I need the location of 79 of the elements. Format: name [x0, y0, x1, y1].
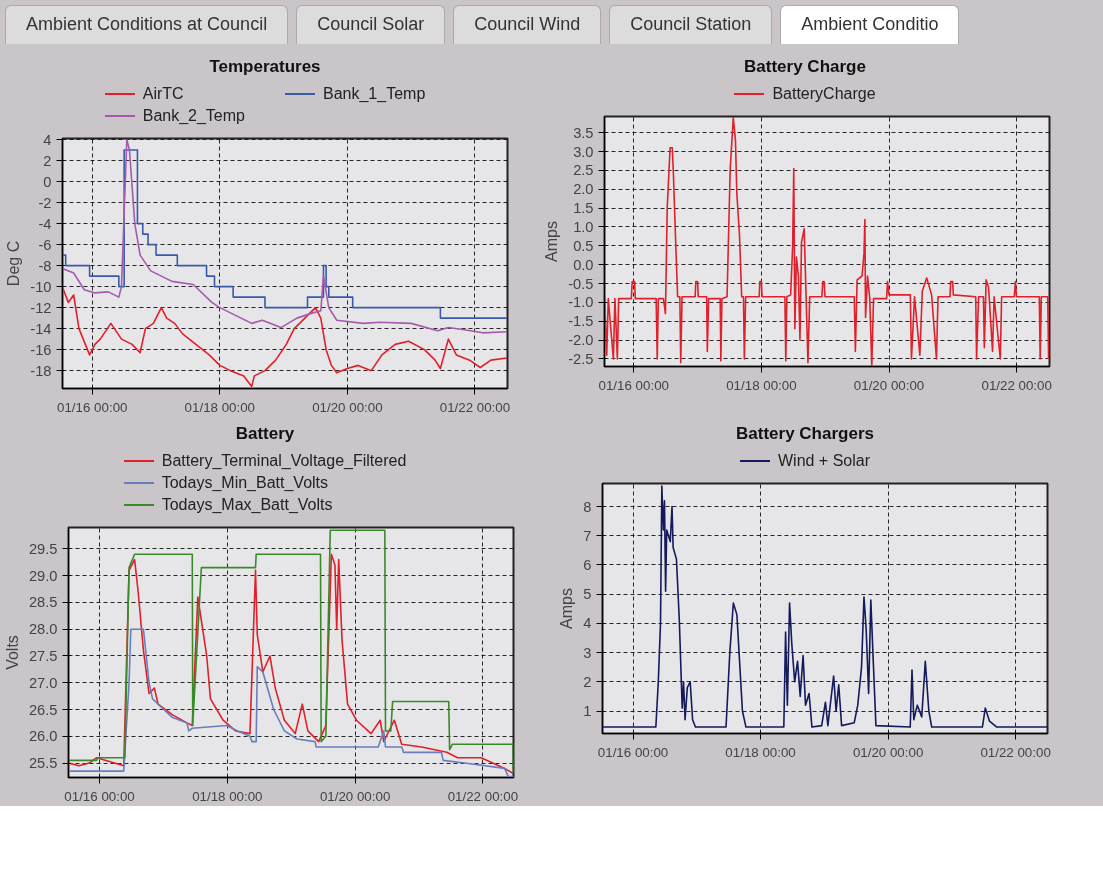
legend-label: Bank_1_Temp: [322, 84, 426, 105]
y-tick-label: -14: [30, 320, 52, 337]
y-tick-label: -16: [30, 341, 52, 358]
y-tick-label: -4: [38, 215, 52, 232]
chart-title: Battery Charge: [743, 56, 867, 78]
y-tick-label: 25.5: [28, 755, 58, 772]
x-tick-label: 01/20 00:00: [852, 744, 924, 760]
x-tick-label: 01/16 00:00: [598, 377, 669, 393]
text: Council Solar: [296, 5, 446, 44]
y-tick-label: 27.0: [28, 674, 58, 691]
y-tick-label: -1.5: [568, 313, 594, 330]
y-axis-title: Volts: [3, 635, 21, 670]
y-tick-label: 29.0: [28, 567, 58, 584]
x-tick-label: 01/20 00:00: [312, 399, 383, 415]
x-tick-label: 01/20 00:00: [319, 788, 391, 804]
y-tick-label: 26.5: [28, 701, 58, 718]
y-tick-label: 3.0: [573, 143, 594, 160]
y-tick-label: -8: [38, 257, 52, 274]
text: Ambient Conditions at Council: [5, 5, 289, 44]
y-tick-label: 28.0: [28, 621, 58, 638]
y-tick-label: 4: [43, 131, 52, 148]
y-tick-label: -0.5: [568, 275, 594, 292]
text: Council Wind: [453, 5, 602, 44]
x-tick-label: 01/18 00:00: [192, 788, 263, 804]
y-tick-label: 2: [583, 673, 592, 690]
y-axis-title: Deg C: [5, 240, 23, 287]
chart-title: Battery: [234, 423, 296, 445]
chart-title: Temperatures: [208, 56, 322, 78]
x-tick-label: 01/20 00:00: [853, 377, 925, 393]
x-tick-label: 01/22 00:00: [981, 377, 1052, 393]
y-tick-label: 1: [583, 703, 592, 720]
y-tick-label: -2.0: [568, 332, 594, 349]
y-axis-title: Amps: [543, 221, 561, 262]
y-tick-label: -18: [30, 362, 52, 379]
legend-label: AirTC: [141, 84, 185, 105]
x-tick-label: 01/18 00:00: [725, 744, 796, 760]
y-tick-label: 2: [43, 152, 52, 169]
y-tick-label: 27.5: [28, 647, 58, 664]
x-tick-label: 01/16 00:00: [57, 399, 128, 415]
y-tick-label: -1.0: [568, 294, 594, 311]
y-tick-label: 26.0: [28, 728, 58, 745]
legend-label: Todays_Min_Batt_Volts: [160, 473, 330, 494]
y-tick-label: 0: [43, 173, 52, 190]
y-tick-label: 5: [583, 586, 592, 603]
y-tick-label: 2.5: [573, 162, 594, 179]
legend-label: Wind + Solar: [776, 451, 871, 472]
x-tick-label: 01/22 00:00: [439, 399, 511, 415]
y-tick-label: 7: [583, 527, 592, 544]
chart-title: Battery Chargers: [735, 423, 875, 445]
y-tick-label: -2.5: [568, 350, 594, 367]
text: Ambient Conditio: [780, 5, 960, 44]
y-tick-label: 0.5: [573, 237, 594, 254]
x-tick-label: 01/22 00:00: [980, 744, 1051, 760]
legend-label: Bank_2_Temp: [141, 106, 245, 127]
y-tick-label: -6: [38, 236, 52, 253]
x-tick-label: 01/18 00:00: [184, 399, 256, 415]
y-tick-label: 6: [583, 556, 592, 573]
x-tick-label: 01/16 00:00: [597, 744, 669, 760]
legend-label: BatteryCharge: [771, 84, 876, 105]
y-tick-label: 8: [583, 498, 592, 515]
y-axis-title: Amps: [558, 588, 576, 629]
y-tick-label: 3: [583, 644, 592, 661]
x-tick-label: 01/18 00:00: [726, 377, 797, 393]
y-tick-label: 2.0: [573, 181, 594, 198]
y-tick-label: 3.5: [573, 124, 594, 141]
x-tick-label: 01/22 00:00: [447, 788, 519, 804]
y-tick-label: 0.0: [573, 256, 594, 273]
legend-label: Todays_Max_Batt_Volts: [160, 495, 334, 516]
y-tick-label: -12: [30, 299, 52, 316]
y-tick-label: 28.5: [28, 594, 58, 611]
text: Council Station: [609, 5, 773, 44]
y-tick-label: 29.5: [28, 540, 58, 557]
x-tick-label: 01/16 00:00: [64, 788, 135, 804]
legend-label: Battery_Terminal_Voltage_Filtered: [160, 451, 407, 472]
y-tick-label: -10: [30, 278, 52, 295]
y-tick-label: -2: [38, 194, 52, 211]
y-tick-label: 4: [583, 615, 592, 632]
y-tick-label: 1.5: [573, 200, 594, 217]
y-tick-label: 1.0: [573, 218, 594, 235]
